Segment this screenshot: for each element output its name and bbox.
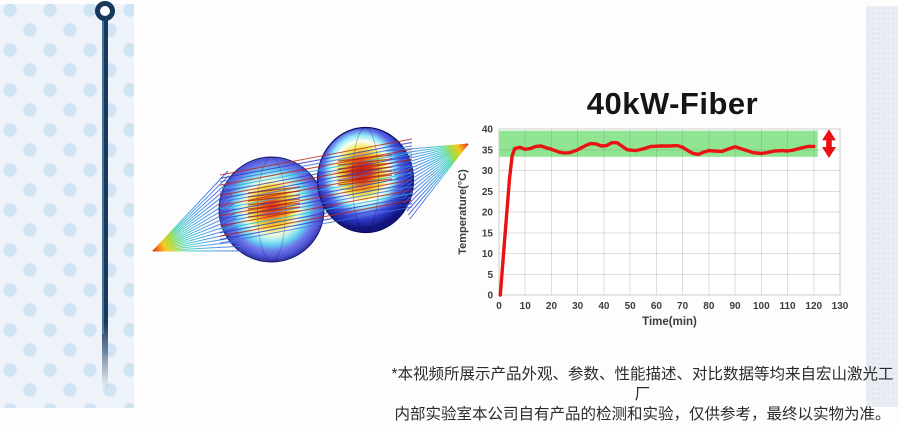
temperature-chart: 0 10 20 30 40 50 60 70 80 90 100 110 120 130 0 5 10 15 20 2… [455, 120, 855, 335]
disclaimer-line-1: *本视频所展示产品外观、参数、性能描述、对比数据等均来自宏山激光工厂 [385, 365, 900, 405]
right-lens [318, 128, 414, 233]
lens-simulation-svg [140, 75, 480, 305]
svg-text:10: 10 [482, 249, 494, 260]
svg-text:30: 30 [572, 301, 584, 312]
svg-text:50: 50 [625, 301, 637, 312]
pin-ring-icon [95, 1, 115, 21]
svg-text:90: 90 [730, 301, 742, 312]
disclaimer-text: *本视频所展示产品外观、参数、性能描述、对比数据等均来自宏山激光工厂 内部实验室… [385, 365, 900, 425]
temperature-chart-svg: 0 10 20 30 40 50 60 70 80 90 100 110 120 130 0 5 10 15 20 2… [455, 120, 855, 335]
svg-text:40: 40 [482, 125, 494, 136]
pin-line [102, 19, 108, 389]
svg-text:25: 25 [482, 187, 494, 198]
x-axis-label: Time(min) [642, 316, 697, 328]
svg-text:80: 80 [703, 301, 715, 312]
svg-text:20: 20 [546, 301, 558, 312]
svg-text:120: 120 [805, 301, 822, 312]
dotted-side-panel [0, 4, 134, 408]
svg-text:130: 130 [832, 301, 849, 312]
svg-text:30: 30 [482, 166, 494, 177]
chart-title: 40kW-Fiber [490, 86, 855, 122]
svg-text:0: 0 [496, 301, 502, 312]
svg-text:35: 35 [482, 145, 494, 156]
svg-text:100: 100 [753, 301, 770, 312]
svg-text:20: 20 [482, 208, 494, 219]
svg-text:10: 10 [520, 301, 532, 312]
svg-text:40: 40 [598, 301, 610, 312]
svg-text:60: 60 [651, 301, 663, 312]
svg-text:70: 70 [677, 301, 689, 312]
y-axis-label: Temperature(°C) [457, 169, 469, 255]
svg-text:0: 0 [487, 291, 493, 302]
lens-simulation [140, 75, 480, 305]
svg-text:15: 15 [482, 228, 494, 239]
svg-text:110: 110 [779, 301, 796, 312]
right-edge-panel [866, 6, 898, 407]
disclaimer-line-2: 内部实验室本公司自有产品的检测和实验，仅供参考，最终以实物为准。 [385, 405, 900, 425]
svg-text:5: 5 [487, 270, 493, 281]
